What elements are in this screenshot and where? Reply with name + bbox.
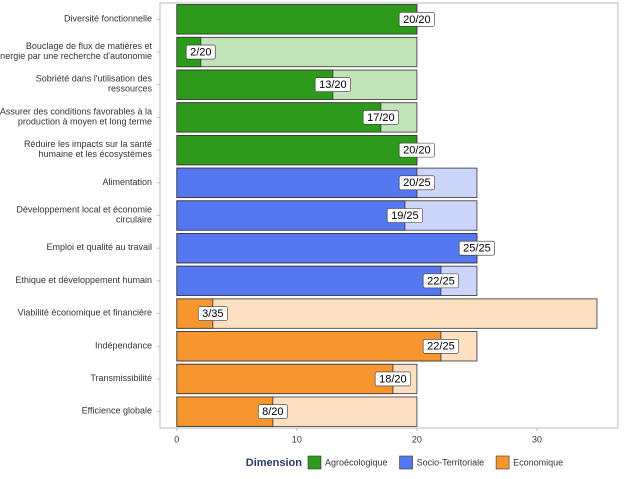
bar	[176, 331, 442, 362]
y-tick-label-line: production à moyen et long terme	[18, 117, 152, 127]
value-label: 20/20	[403, 14, 431, 26]
value-label: 17/20	[367, 112, 395, 124]
y-tick-label-line: humaine et les écosystèmes	[38, 149, 152, 159]
y-tick-label: Emploi et qualité au travail	[46, 243, 152, 253]
value-label-box	[386, 208, 423, 223]
y-tick-label-line: Efficience globale	[82, 406, 152, 416]
legend-label: Agroécologique	[325, 457, 388, 467]
y-tick-label: Assurer des conditions favorables à la pr…	[0, 107, 152, 127]
value-label-box	[398, 142, 435, 158]
y-tick-label: Ethique et développement humain	[15, 275, 152, 285]
legend-title: Dimension	[246, 457, 303, 469]
bar	[176, 233, 478, 264]
y-tick-label-line: Sobriété dans l'utilisation des	[36, 74, 153, 84]
bar	[176, 167, 418, 198]
value-label-box	[422, 273, 459, 289]
legend-label: Economique	[513, 457, 563, 467]
value-label-box	[197, 306, 228, 321]
y-tick-label-line: Alimentation	[102, 177, 152, 187]
y-tick-label: Transmissibilité	[90, 373, 152, 383]
x-tick-label: 30	[532, 434, 542, 444]
value-label: 20/25	[403, 177, 431, 189]
value-label-box	[398, 12, 435, 27]
legend-swatch	[399, 455, 413, 470]
value-label-box	[374, 371, 411, 387]
bar	[176, 200, 406, 231]
value-label: 20/20	[403, 145, 431, 157]
bar	[176, 135, 418, 166]
y-tick-label-line: Développement local et économie	[16, 205, 152, 215]
value-label-box	[257, 404, 288, 419]
y-tick-label-line: Assurer des conditions favorables à la	[0, 107, 152, 117]
y-tick-label-line: Emploi et qualité au travail	[46, 243, 152, 253]
y-tick-label-line: circulaire	[116, 215, 152, 225]
y-tick-label-line: Diversité fonctionnelle	[64, 14, 152, 24]
value-label: 3/35	[202, 308, 223, 320]
y-tick-label-line: Transmissibilité	[90, 373, 152, 383]
value-label: 22/25	[427, 341, 455, 353]
x-tick-label: 10	[292, 434, 302, 444]
y-tick-label-line: Indépendance	[95, 341, 152, 351]
value-label-box	[422, 338, 459, 354]
legend-swatch	[495, 455, 510, 470]
value-label: 18/20	[379, 373, 407, 385]
y-tick-label-line: ressources	[108, 84, 153, 94]
y-tick-label: Efficience globale	[82, 406, 152, 416]
y-tick-label-line: Viabilité économique et financière	[18, 308, 152, 318]
y-tick-label: Sobriété dans l'utilisation des ressource…	[36, 74, 153, 94]
y-tick-label: Diversité fonctionnelle	[64, 14, 152, 24]
bar	[176, 363, 394, 395]
y-tick-label: Réduire les impacts sur la santé humaine …	[24, 139, 153, 159]
value-label-box	[398, 175, 435, 191]
y-tick-label: Bouclage de flux de matières et d'énergie…	[0, 41, 152, 61]
value-label: 25/25	[463, 243, 491, 255]
value-label-box	[185, 44, 216, 60]
bar	[176, 102, 382, 133]
y-tick-label-line: Bouclage de flux de matières et	[26, 41, 153, 51]
value-label: 13/20	[319, 79, 347, 91]
x-tick-label: 0	[174, 434, 179, 444]
value-label: 22/25	[427, 275, 455, 287]
y-tick-label-line: Ethique et développement humain	[15, 275, 152, 285]
bar	[176, 396, 274, 427]
max-bar	[176, 298, 598, 329]
value-label-box	[362, 110, 399, 125]
value-label-box	[458, 240, 495, 256]
legend-swatch	[307, 455, 322, 470]
legend-label: Socio-Territoriale	[417, 457, 485, 467]
x-tick-label: 20	[412, 434, 422, 444]
value-label-box	[314, 77, 351, 93]
y-tick-label-line: Réduire les impacts sur la santé	[24, 139, 152, 149]
value-label: 8/20	[262, 406, 283, 418]
y-tick-label: Alimentation	[102, 177, 152, 187]
bar	[176, 69, 334, 100]
y-tick-label-line: d'énergie par une recherche d'autonomie	[0, 51, 152, 61]
bar	[176, 4, 418, 35]
y-tick-label: Indépendance	[95, 341, 152, 351]
value-label: 2/20	[190, 46, 211, 58]
y-tick-label: Développement local et économie circulair…	[16, 205, 152, 225]
value-label: 19/25	[391, 210, 419, 222]
bar	[176, 265, 442, 296]
y-tick-label: Viabilité économique et financière	[18, 308, 152, 318]
